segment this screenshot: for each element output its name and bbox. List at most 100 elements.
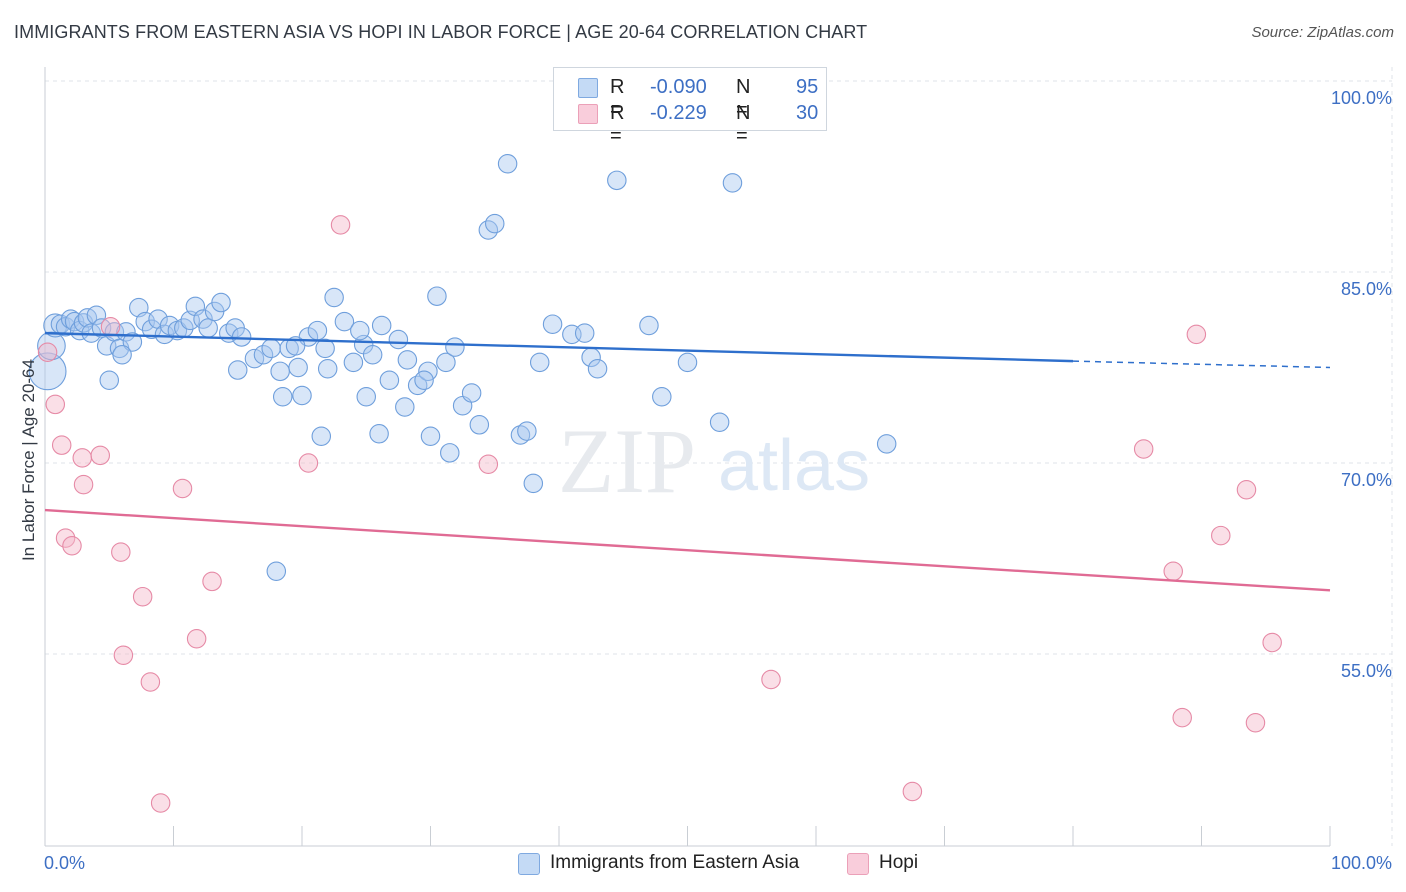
watermark-atlas: atlas [718, 426, 870, 506]
point-eastern-asia [395, 397, 415, 417]
point-eastern-asia [461, 383, 482, 403]
point-hopi [1133, 439, 1154, 459]
point-eastern-asia [414, 370, 434, 390]
point-eastern-asia [677, 352, 698, 373]
point-hopi [1236, 479, 1257, 500]
point-eastern-asia [484, 213, 505, 234]
point-eastern-asia [876, 434, 897, 454]
point-eastern-asia [529, 352, 550, 373]
legend-n-label: N = [736, 76, 751, 121]
point-hopi [1172, 707, 1192, 728]
point-hopi [55, 528, 76, 548]
point-hopi [140, 672, 161, 692]
point-hopi [111, 542, 131, 562]
point-eastern-asia [517, 421, 537, 441]
legend-n-value: 95 [796, 76, 819, 98]
legend-r-value: -0.090 [650, 76, 707, 98]
point-eastern-asia [28, 352, 67, 391]
point-eastern-asia [154, 324, 175, 345]
point-eastern-asia [307, 320, 328, 341]
point-hopi [62, 536, 82, 556]
point-eastern-asia [469, 415, 490, 435]
point-hopi [330, 215, 351, 235]
point-eastern-asia [427, 286, 447, 306]
point-eastern-asia [369, 423, 389, 444]
chart-title: IMMIGRANTS FROM EASTERN ASIA VS HOPI IN … [14, 22, 868, 42]
point-eastern-asia [542, 314, 563, 334]
point-hopi [1211, 525, 1231, 546]
legend-r-value: -0.229 [650, 102, 707, 124]
point-hopi [1262, 632, 1282, 653]
point-eastern-asia [523, 473, 544, 494]
y-tick-label: 55.0% [1341, 661, 1392, 681]
axes [44, 67, 1331, 847]
point-eastern-asia [261, 338, 281, 359]
point-eastern-asia [407, 375, 428, 396]
point-hopi [90, 445, 111, 466]
point-eastern-asia [288, 357, 308, 378]
point-eastern-asia [292, 385, 312, 406]
watermark: ZIP atlas [558, 410, 870, 512]
point-eastern-asia [440, 443, 460, 463]
point-hopi [172, 478, 193, 499]
point-hopi [761, 669, 781, 690]
point-eastern-asia [135, 311, 155, 332]
legend-r-label: R = [610, 76, 625, 121]
point-hopi [1245, 713, 1266, 733]
point-eastern-asia [356, 387, 376, 407]
point-eastern-asia [272, 387, 293, 407]
point-hopi [73, 474, 94, 495]
trend-line-hopi [44, 508, 1331, 592]
point-eastern-asia [397, 350, 418, 370]
point-eastern-asia [587, 359, 608, 379]
point-eastern-asia [266, 561, 287, 581]
trend-lines [44, 331, 1331, 592]
point-eastern-asia [193, 309, 213, 329]
point-hopi [478, 454, 499, 475]
bottom-legend-swatch-blue [518, 853, 540, 875]
point-eastern-asia [362, 345, 383, 365]
point-eastern-asia [445, 337, 465, 357]
point-eastern-asia [211, 292, 231, 313]
point-eastern-asia [607, 170, 627, 191]
legend-n-value: 30 [796, 102, 819, 124]
data-points [28, 154, 1282, 813]
point-hopi [37, 342, 58, 362]
point-eastern-asia [510, 425, 531, 445]
trend-line-eastern-asia [44, 331, 1074, 363]
point-eastern-asia [317, 359, 338, 379]
point-eastern-asia [497, 154, 518, 174]
point-eastern-asia [379, 370, 400, 390]
y-tick-label: 100.0% [1331, 88, 1392, 108]
point-eastern-asia [112, 345, 132, 365]
point-eastern-asia [343, 352, 364, 373]
point-eastern-asia [652, 387, 672, 407]
point-eastern-asia [315, 338, 335, 359]
point-hopi [113, 645, 134, 666]
point-eastern-asia [371, 315, 392, 336]
point-hopi [51, 435, 72, 455]
point-hopi [45, 394, 66, 415]
point-eastern-asia [324, 287, 344, 308]
point-hopi [298, 453, 319, 473]
point-eastern-asia [231, 327, 252, 347]
point-hopi [186, 628, 207, 649]
point-eastern-asia [388, 329, 409, 350]
grid-lines [45, 67, 1393, 846]
point-hopi [1186, 324, 1207, 345]
point-eastern-asia [709, 412, 730, 433]
point-eastern-asia [86, 305, 107, 326]
x-tick-label: 0.0% [44, 853, 85, 873]
legend-n-label: N = [736, 102, 751, 147]
point-hopi [1163, 561, 1183, 581]
bottom-legend-label: Hopi [879, 852, 919, 873]
point-hopi [902, 781, 923, 802]
tick-labels: 55.0% 70.0% 85.0% 100.0% 0.0% 100.0% [44, 88, 1392, 873]
point-eastern-asia [436, 352, 456, 373]
point-hopi [100, 317, 121, 337]
point-eastern-asia [639, 315, 659, 336]
point-eastern-asia [334, 311, 355, 332]
legend-swatch-pink [578, 104, 598, 124]
point-eastern-asia [253, 345, 274, 365]
